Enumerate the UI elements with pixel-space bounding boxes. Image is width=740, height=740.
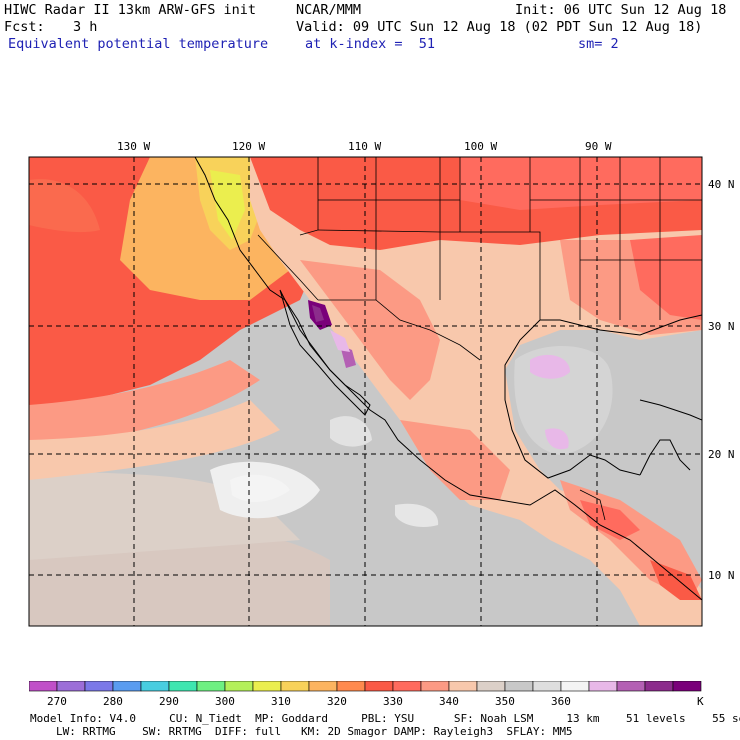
cbar-label-360: 360 <box>551 695 571 708</box>
colorbar-swatch <box>168 681 198 692</box>
lat-label-20n: 20 N <box>708 448 735 461</box>
colorbar-swatch <box>140 681 170 692</box>
fcst-value: 3 h <box>73 19 98 35</box>
colorbar-swatch <box>56 681 86 692</box>
colorbar-swatch <box>420 681 450 692</box>
colorbar-swatch <box>532 681 562 692</box>
center-name: NCAR/MMM <box>296 2 362 18</box>
lon-label-100w: 100 W <box>464 140 497 153</box>
colorbar-swatch <box>644 681 674 692</box>
colorbar-swatch <box>560 681 590 692</box>
colorbar-swatch <box>588 681 618 692</box>
colorbar-swatch <box>364 681 394 692</box>
init-time: Init: 06 UTC Sun 12 Aug 18 <box>515 2 727 18</box>
lat-label-30n: 30 N <box>708 320 735 333</box>
graticule <box>29 157 702 626</box>
cbar-label-280: 280 <box>103 695 123 708</box>
fcst-label: Fcst: <box>4 19 45 35</box>
colorbar-swatch <box>448 681 478 692</box>
smoothing-info: sm= 2 <box>578 36 619 52</box>
footer-model-info: Model Info: V4.0 CU: N_Tiedt MP: Goddard… <box>30 712 740 725</box>
colorbar-swatch <box>224 681 254 692</box>
colorbar-swatch <box>196 681 226 692</box>
colorbar-swatch <box>616 681 646 692</box>
colorbar-swatch <box>504 681 534 692</box>
cbar-label-310: 310 <box>271 695 291 708</box>
colorbar-swatch <box>392 681 422 692</box>
footer-physics-info: LW: RRTMG SW: RRTMG DIFF: full KM: 2D Sm… <box>56 725 573 738</box>
colorbar-swatches <box>29 681 702 692</box>
cbar-label-340: 340 <box>439 695 459 708</box>
lon-label-90w: 90 W <box>585 140 612 153</box>
colorbar-swatch <box>252 681 282 692</box>
colorbar-swatch <box>112 681 142 692</box>
colorbar-swatch <box>336 681 366 692</box>
cbar-unit: K <box>697 695 704 708</box>
cbar-label-320: 320 <box>327 695 347 708</box>
map-frame <box>28 156 703 627</box>
cbar-label-290: 290 <box>159 695 179 708</box>
colorbar-swatch <box>672 681 702 692</box>
colorbar-swatch <box>84 681 114 692</box>
coastlines <box>194 157 702 601</box>
field-name: Equivalent potential temperature <box>8 36 269 52</box>
valid-time: Valid: 09 UTC Sun 12 Aug 18 (02 PDT Sun … <box>296 19 703 35</box>
colorbar-swatch <box>29 681 58 692</box>
level-info: at k-index = 51 <box>305 36 436 52</box>
lon-label-130w: 130 W <box>117 140 150 153</box>
colorbar-swatch <box>308 681 338 692</box>
colorbar-swatch <box>280 681 310 692</box>
lon-label-120w: 120 W <box>232 140 265 153</box>
colorbar: 270 280 290 300 310 320 330 340 350 360 … <box>29 681 704 708</box>
lat-label-40n: 40 N <box>708 178 735 191</box>
cbar-label-330: 330 <box>383 695 403 708</box>
lat-label-10n: 10 N <box>708 569 735 582</box>
cbar-label-350: 350 <box>495 695 515 708</box>
cbar-label-270: 270 <box>47 695 67 708</box>
cbar-label-300: 300 <box>215 695 235 708</box>
lon-label-110w: 110 W <box>348 140 381 153</box>
colorbar-swatch <box>476 681 506 692</box>
model-title: HIWC Radar II 13km ARW-GFS init <box>4 2 256 18</box>
